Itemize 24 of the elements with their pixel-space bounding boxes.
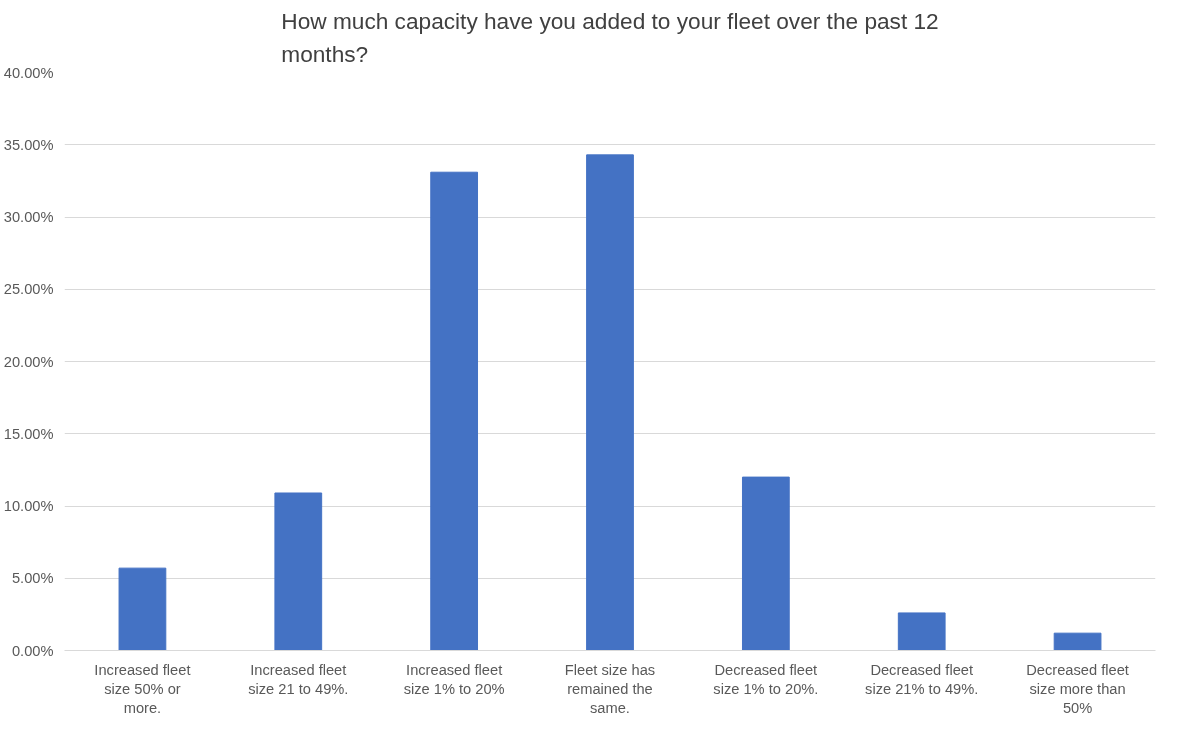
y-tick-label: 40.00%	[3, 64, 54, 81]
bar	[430, 171, 479, 651]
y-tick-label: 5.00%	[11, 570, 54, 587]
bar	[118, 567, 167, 651]
x-tick-label: Fleet size has remained the same.	[564, 661, 656, 716]
x-tick-label: Decreased fleet size more than 50%	[1026, 661, 1129, 716]
y-tick-label: 35.00%	[3, 136, 54, 153]
y-tick-label: 20.00%	[3, 353, 54, 370]
x-tick-label: Increased fleet size 50% or more.	[94, 661, 191, 716]
bar	[586, 154, 634, 651]
y-tick-label: 15.00%	[3, 425, 54, 442]
x-tick-label: Increased fleet size 1% to 20%	[403, 661, 505, 697]
x-tick-label: Increased fleet size 21 to 49%.	[248, 661, 349, 697]
x-tick-label: Decreased fleet size 1% to 20%.	[713, 661, 819, 697]
y-tick-label: 25.00%	[3, 281, 54, 298]
chart-title: How much capacity have you added to your fleet over the past 12 months?	[281, 7, 939, 68]
bar	[897, 612, 946, 651]
y-tick-label: 30.00%	[3, 209, 54, 225]
y-tick-label: 0.00%	[11, 642, 54, 659]
y-tick-label: 10.00%	[3, 498, 54, 514]
bar	[741, 476, 790, 651]
x-tick-label: Decreased fleet size 21% to 49%.	[865, 661, 979, 697]
bar	[274, 492, 323, 651]
bar	[1053, 632, 1102, 651]
